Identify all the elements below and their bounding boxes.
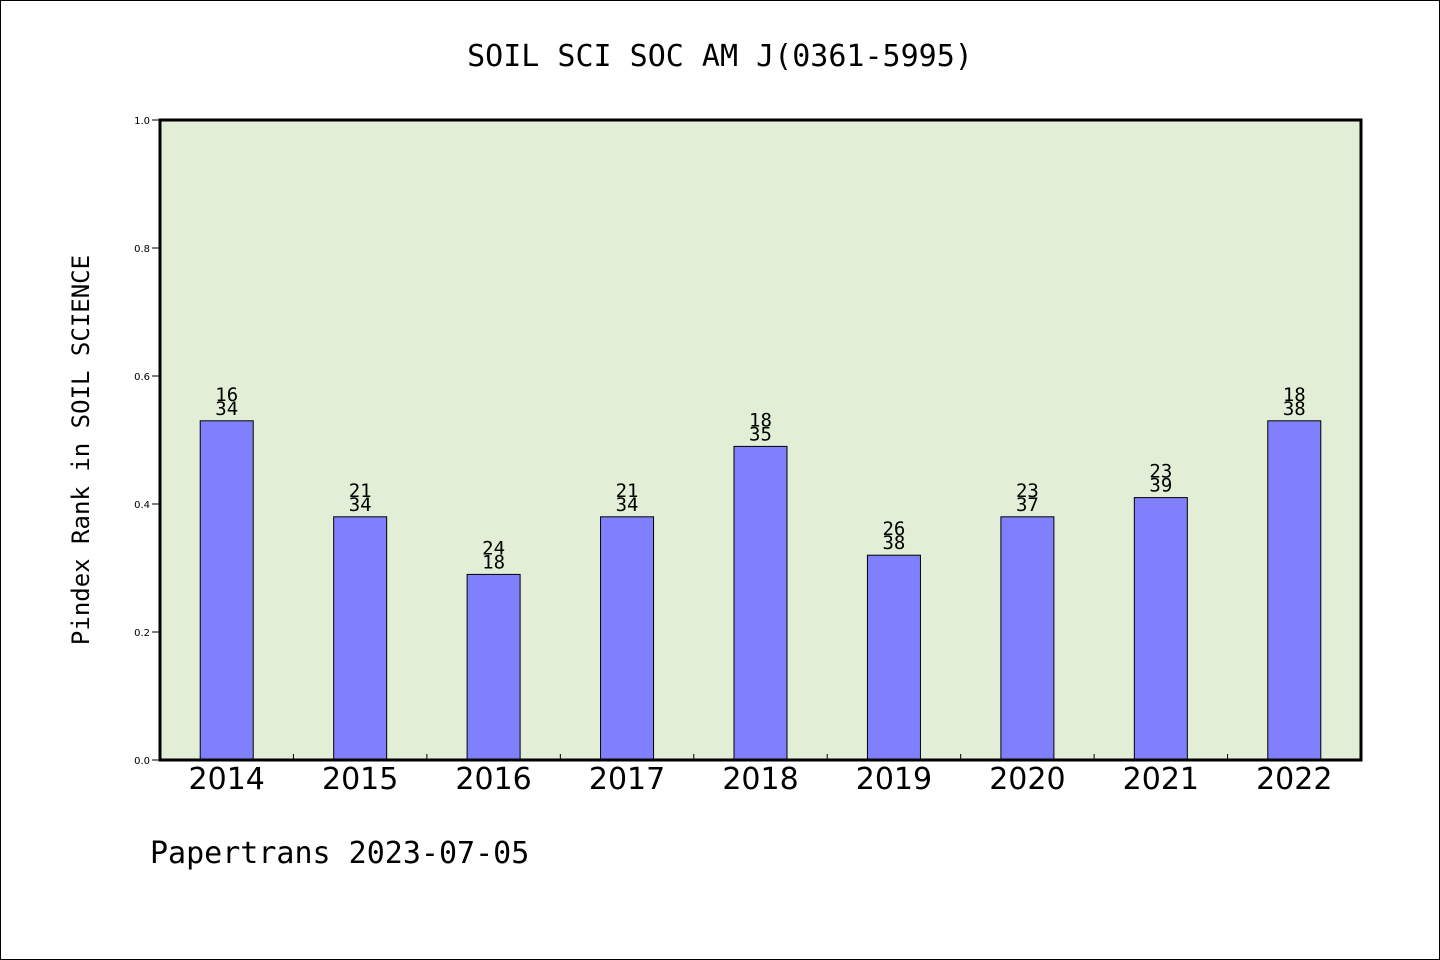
y-tick-label: 0.0 [134,756,150,767]
bar-label-top: 16 [215,384,238,406]
bar-label-top: 18 [749,409,772,431]
y-tick-label: 0.6 [134,372,150,383]
bar-label-top: 21 [616,480,639,502]
x-axis: 2014 2015 2016 2017 2018 2019 2020 2021 2022 [189,754,1332,797]
x-tick-label: 2014 [189,762,265,797]
bar [199,420,254,761]
y-axis-label: Pindex Rank in SOIL SCIENCE [67,255,95,645]
bar [733,445,788,761]
x-tick-label: 2017 [589,762,665,797]
x-tick-label: 2021 [1123,762,1199,797]
bar-label-bottom: 39 [1149,475,1172,497]
bar-label-bottom: 35 [749,423,772,445]
x-tick-label: 2019 [856,762,932,797]
bar-label-bottom: 34 [349,494,372,516]
bar-label-top: 21 [349,480,372,502]
bar [600,516,655,761]
bar-label-top: 26 [882,518,905,540]
y-tick-label: 1.0 [134,116,150,127]
x-tick-label: 2015 [322,762,398,797]
bar [333,516,388,761]
bar [1267,420,1322,761]
bar-label-bottom: 34 [215,398,238,420]
bar-label-bottom: 38 [882,532,905,554]
bar [1000,516,1055,761]
y-tick-label: 0.2 [134,628,150,639]
bar-label-top: 23 [1016,480,1039,502]
bar-label-top: 23 [1149,461,1172,483]
footer-credit: Papertrans 2023-07-05 [150,836,529,871]
bar-label-bottom: 34 [616,494,639,516]
bar-label-top: 24 [482,537,505,559]
bar [1133,497,1188,761]
y-tick-label: 0.4 [134,500,150,511]
bar-label-bottom: 18 [482,551,505,573]
bar-label-top: 18 [1283,384,1306,406]
chart-title: SOIL SCI SOC AM J(0361-5995) [467,39,973,74]
x-tick-label: 2022 [1256,762,1332,797]
bar-series [199,420,1322,761]
plot-border [158,118,1363,762]
bar [466,573,521,761]
y-tick-label: 0.8 [134,244,150,255]
x-tick-label: 2020 [989,762,1065,797]
bar-label-bottom: 37 [1016,494,1039,516]
y-axis: 0.0 0.2 0.4 0.6 0.8 1.0 [134,116,160,767]
x-tick-label: 2018 [722,762,798,797]
x-tick-label: 2016 [455,762,531,797]
bar-label-bottom: 38 [1283,398,1306,420]
bar [866,554,921,761]
